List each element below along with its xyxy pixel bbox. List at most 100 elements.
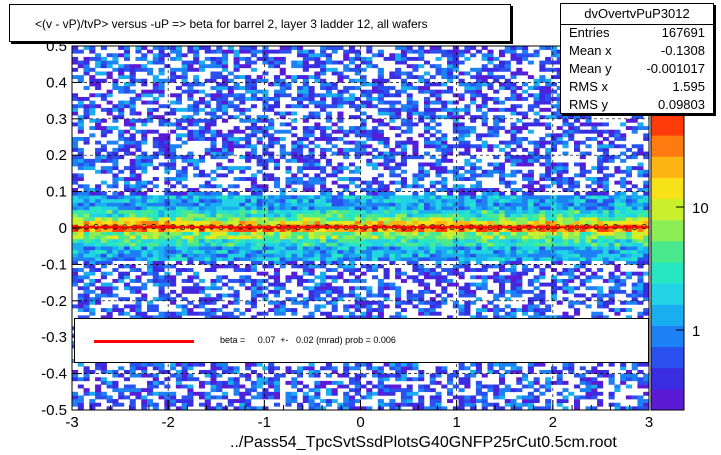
heatmap-cell [389,155,396,160]
heatmap-cell [354,249,361,254]
heatmap-cell [193,391,200,396]
heatmap-cell [325,289,332,294]
heatmap-cell [273,289,281,294]
heatmap-cell [412,147,419,152]
heatmap-cell [314,64,321,69]
heatmap-cell [216,209,223,214]
heatmap-cell [516,195,523,200]
heatmap-cell [412,67,419,72]
heatmap-cell [141,399,148,404]
heatmap-cell [343,147,350,152]
heatmap-cell [314,235,321,240]
heatmap-cell [452,184,459,189]
heatmap-cell [216,249,223,254]
heatmap-cell [222,198,229,203]
heatmap-cell [308,220,315,225]
heatmap-cell [360,75,367,80]
heatmap-cell [216,228,223,232]
heatmap-cell [348,206,356,211]
heatmap-cell [250,173,257,178]
heatmap-cell [72,195,79,200]
heatmap-cell [325,235,332,240]
heatmap-cell [181,268,188,272]
heatmap-cell [447,268,454,272]
heatmap-cell [95,278,102,283]
heatmap-cell [95,118,102,123]
heatmap-cell [262,217,269,222]
heatmap-cell [233,300,240,305]
heatmap-cell [354,235,361,240]
heatmap-cell [227,231,234,236]
heatmap-cell [193,228,200,232]
heatmap-cell [360,231,367,236]
heatmap-cell [423,137,431,141]
heatmap-cell [372,264,379,269]
heatmap-cell [302,264,309,269]
heatmap-cell [343,213,350,218]
heatmap-cell [83,304,90,309]
heatmap-cell [89,391,96,396]
heatmap-cell [164,395,171,400]
heatmap-cell [320,155,327,160]
heatmap-cell [377,304,384,309]
heatmap-cell [187,158,194,163]
heatmap-cell [285,49,292,54]
heatmap-cell [297,246,304,251]
heatmap-cell [320,235,327,240]
heatmap-cell [181,115,188,120]
heatmap-cell [516,118,523,123]
heatmap-cell [118,89,125,94]
heatmap-cell [348,235,356,240]
heatmap-cell [170,195,177,200]
heatmap-cell [377,308,384,313]
heatmap-cell [239,100,246,105]
heatmap-cell [89,195,96,200]
heatmap-cell [412,293,419,298]
heatmap-cell [187,86,194,90]
heatmap-cell [354,126,361,131]
heatmap-cell [268,107,275,112]
heatmap-cell [343,391,350,396]
heatmap-cell [320,275,327,280]
heatmap-cell [487,264,494,269]
heatmap-cell [158,297,165,302]
heatmap-cell [83,166,90,171]
heatmap-cell [354,177,361,181]
heatmap-cell [77,278,84,283]
heatmap-cell [464,311,471,316]
heatmap-cell [72,137,79,141]
heatmap-cell [510,75,517,80]
heatmap-cell [245,137,252,141]
heatmap-cell [470,89,477,94]
heatmap-cell [516,53,523,58]
heatmap-cell [233,308,240,313]
heatmap-cell [129,213,136,218]
heatmap-cell [83,315,90,320]
heatmap-cell [320,166,327,171]
heatmap-cell [141,293,148,298]
heatmap-cell [325,217,332,222]
heatmap-cell [475,86,482,90]
heatmap-cell [273,162,281,167]
heatmap-cell [250,78,257,83]
heatmap-cell [516,275,523,280]
heatmap-cell [273,209,281,214]
heatmap-cell [337,286,344,291]
heatmap-cell [95,217,102,222]
heatmap-cell [123,137,130,141]
heatmap-cell [118,311,125,316]
heatmap-cell [135,147,142,152]
heatmap-cell [354,246,361,251]
heatmap-cell [470,144,477,149]
heatmap-cell [147,118,154,123]
heatmap-cell [152,89,159,94]
heatmap-cell [366,64,373,69]
heatmap-cell [83,158,90,163]
heatmap-cell [297,369,304,374]
heatmap-cell [337,253,344,258]
heatmap-cell [481,231,488,236]
heatmap-cell [164,217,171,222]
heatmap-cell [481,118,488,123]
heatmap-cell [147,315,154,320]
heatmap-cell [256,406,263,411]
